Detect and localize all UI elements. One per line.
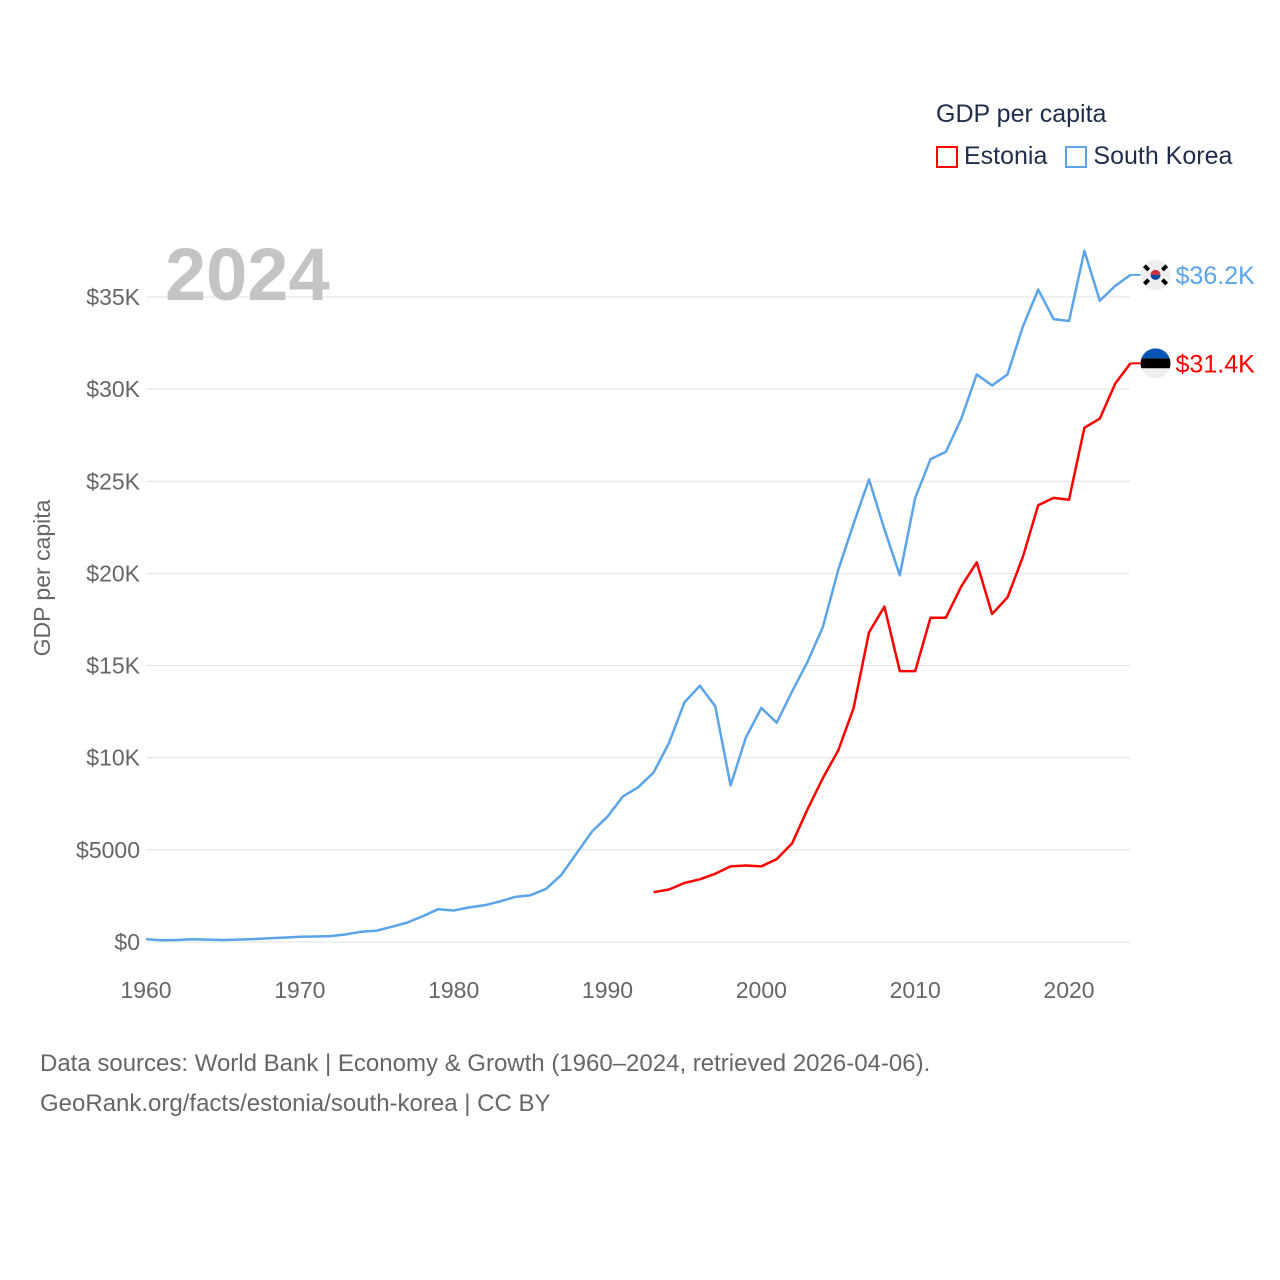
legend-item-south-korea[interactable]: South Korea <box>1065 142 1232 171</box>
estonia-flag-icon <box>1140 348 1171 379</box>
end-value-label: $31.4K <box>1176 350 1256 378</box>
footer: Data sources: World Bank | Economy & Gro… <box>40 1044 930 1124</box>
flag-trigram <box>1142 264 1151 272</box>
legend-title: GDP per capita <box>936 100 1107 128</box>
flag-trigram <box>1142 278 1151 286</box>
series-lines <box>145 249 1132 942</box>
y-tick-label: $25K <box>86 468 140 494</box>
x-tick-label: 2010 <box>890 977 941 1003</box>
legend-label: South Korea <box>1093 142 1233 170</box>
x-tick-label: 1980 <box>428 977 479 1003</box>
flag-taeguk-blue <box>1150 274 1161 280</box>
legend-swatch-south-korea <box>1065 145 1088 168</box>
south-korea-flag-icon <box>1140 259 1171 290</box>
y-tick-label: $20K <box>86 560 140 586</box>
x-tick-label: 1990 <box>582 977 633 1003</box>
legend-label: Estonia <box>964 142 1048 170</box>
legend-swatch-estonia <box>936 145 958 168</box>
end-value-label: $36.2K <box>1176 262 1256 290</box>
flag-stripe <box>1140 348 1171 359</box>
flag-trigram <box>1160 278 1169 286</box>
legend-item-estonia[interactable]: Estonia <box>936 142 1047 171</box>
end-labels: $31.4K $36.2K <box>1130 259 1256 379</box>
series-line-estonia <box>653 362 1132 894</box>
x-tick-label: 2000 <box>736 977 787 1003</box>
legend: Estonia South Korea <box>936 142 1232 171</box>
y-tick-label: $5000 <box>76 837 140 863</box>
source-link[interactable]: GeoRank.org/facts/estonia/south-korea | … <box>40 1090 551 1117</box>
y-tick-label: $15K <box>86 653 140 679</box>
y-tick-label: $0 <box>114 929 140 955</box>
flag-taeguk-red <box>1150 269 1161 275</box>
data-source-text: Data sources: World Bank | Economy & Gro… <box>40 1050 931 1077</box>
x-tick-label: 1960 <box>120 977 171 1003</box>
y-tick-label: $35K <box>86 284 140 310</box>
x-axis: 1960 1970 1980 1990 2000 2010 2020 <box>120 977 1094 1003</box>
flag-stripe <box>1140 368 1171 379</box>
flag-trigram <box>1160 264 1169 272</box>
y-tick-label: $30K <box>86 376 140 402</box>
y-tick-label: $10K <box>86 745 140 771</box>
x-tick-label: 1970 <box>274 977 325 1003</box>
flag-stripe <box>1140 358 1171 369</box>
gridlines <box>146 296 1130 943</box>
x-tick-label: 2020 <box>1043 977 1094 1003</box>
y-axis: $0 $5000 $10K $15K $20K $25K $30K $35K <box>76 284 141 955</box>
series-line-south-korea <box>145 249 1132 942</box>
year-label: 2024 <box>165 233 330 316</box>
y-axis-label: GDP per capita <box>29 499 55 656</box>
